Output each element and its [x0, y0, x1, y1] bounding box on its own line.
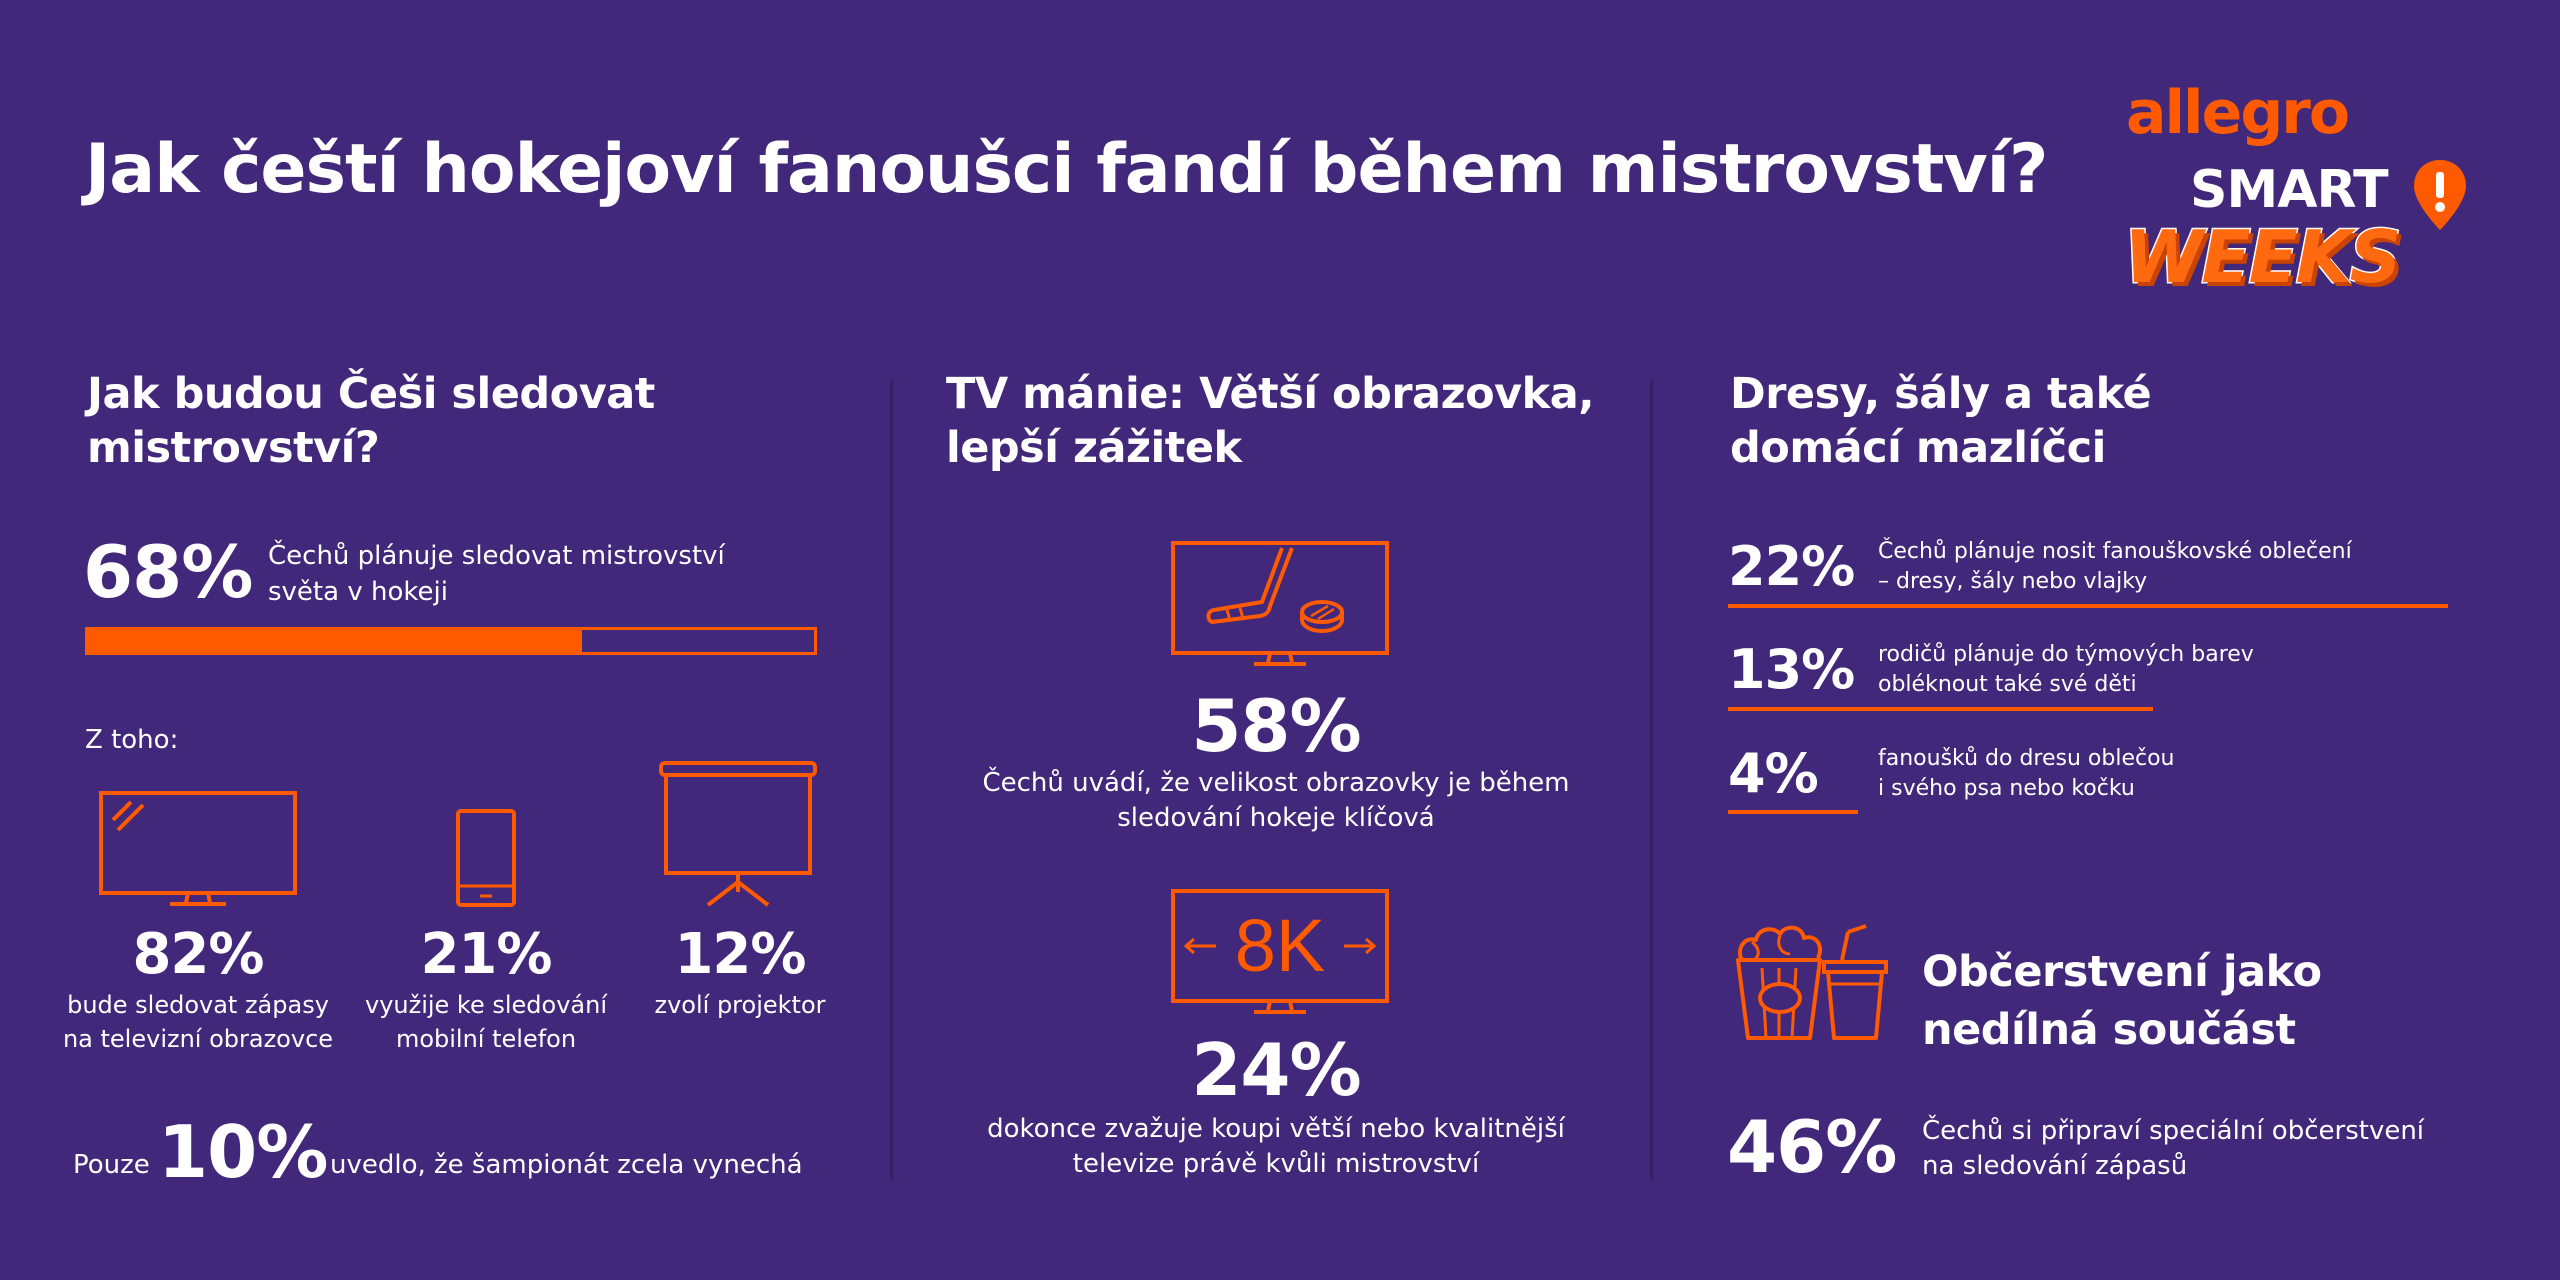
col1-footer-text: uvedlo, že šampionát zcela vynechá	[330, 1150, 803, 1180]
col1-footer-value: 10%	[158, 1110, 328, 1194]
col2-stat1-value: 58%	[1191, 684, 1361, 768]
weeks-logo-text: WEEKS	[2122, 214, 2402, 301]
device-stat-label-line2: mobilní telefon	[395, 1025, 577, 1053]
snack-stat-text: Čechů si připraví speciální občerstvení …	[1922, 1114, 2424, 1184]
device-stat-tv: 82% bude sledovat zápasy na televizní ob…	[48, 922, 348, 1056]
snack-heading-line2: nedílná součást	[1922, 1005, 2296, 1055]
col3-stat-line1: Čechů plánuje nosit fanouškovské oblečen…	[1878, 539, 2352, 564]
tv-icon	[99, 791, 297, 906]
col3-stat-row: 13% rodičů plánuje do týmových barev obl…	[1728, 638, 2448, 718]
device-stat-value: 21%	[420, 922, 552, 987]
col3-stat-value: 22%	[1728, 535, 1855, 598]
device-stat-label-line1: bude sledovat zápasy	[67, 991, 329, 1019]
tv-outline-icon	[1171, 889, 1389, 1014]
col1-stat-text-line1: Čechů plánuje sledovat mistrovství	[268, 541, 725, 571]
col3-heading-line1: Dresy, šály a také	[1730, 369, 2152, 419]
col2-heading-line1: TV mánie: Větší obrazovka,	[946, 369, 1595, 419]
col1-footer-prefix: Pouze	[73, 1150, 150, 1180]
device-stat-label-line1: využije ke sledování	[364, 991, 608, 1019]
progress-bar	[85, 627, 817, 655]
allegro-logo-text: allegro	[2126, 78, 2350, 148]
exclamation-pin-icon	[2414, 160, 2466, 230]
progress-bar-fill	[88, 630, 582, 652]
col2-stat2-value: 24%	[1191, 1028, 1361, 1112]
col3-stat-line2: – dresy, šály nebo vlajky	[1878, 569, 2148, 594]
device-stat-phone: 21% využije ke sledování mobilní telefon	[336, 922, 636, 1056]
brand-logo: allegro SMART WEEKS	[2120, 70, 2480, 310]
col2-stat2-text: dokonce zvažuje koupi větší nebo kvalitn…	[956, 1112, 1596, 1182]
col3-stat-row: 4% fanoušků do dresu oblečou i svého psa…	[1728, 742, 2448, 822]
col3-stat-line1: rodičů plánuje do týmových barev	[1878, 642, 2254, 667]
col3-heading-line2: domácí mazlíčci	[1730, 423, 2106, 473]
col2-stat2-line1: dokonce zvažuje koupi větší nebo kvalitn…	[987, 1114, 1565, 1144]
col2-stat1-line2: sledování hokeje klíčová	[1117, 803, 1435, 833]
col1-heading-line1: Jak budou Češi sledovat	[87, 369, 655, 419]
tv-8k-label: 8K	[1234, 904, 1326, 987]
column-divider-2	[1650, 380, 1653, 1180]
col3-stat-line2: obléknout také své děti	[1878, 672, 2137, 697]
col3-stat-bar	[1728, 604, 2448, 608]
col2-stat1-line1: Čechů uvádí, že velikost obrazovky je bě…	[982, 768, 1570, 798]
smart-logo-text: SMART	[2190, 160, 2389, 220]
snack-stat-value: 46%	[1727, 1105, 1897, 1189]
col3-stat-bar	[1728, 707, 2153, 711]
device-stat-label-line1: zvolí projektor	[654, 991, 826, 1019]
snack-stat-line1: Čechů si připraví speciální občerstvení	[1922, 1116, 2425, 1146]
col1-subheading: Z toho:	[85, 725, 179, 755]
projector-screen-icon	[659, 761, 817, 907]
device-stat-label-line2: na televizní obrazovce	[62, 1025, 334, 1053]
col1-stat-text-line2: světa v hokeji	[268, 577, 448, 607]
snack-stat-line2: na sledování zápasů	[1922, 1151, 2188, 1181]
tv-8k-icon: 8K	[1170, 888, 1390, 1018]
device-stat-value: 82%	[132, 922, 264, 987]
col1-stat-value: 68%	[83, 530, 253, 614]
popcorn-drink-icon	[1736, 924, 1888, 1040]
col3-stat-text: rodičů plánuje do týmových barev oblékno…	[1878, 640, 2254, 700]
page-title: Jak čeští hokejoví fanoušci fandí během …	[85, 130, 2048, 209]
snack-heading-line1: Občerstvení jako	[1922, 947, 2322, 997]
hockey-tv-icon	[1171, 541, 1389, 666]
col1-heading: Jak budou Češi sledovat mistrovství?	[87, 367, 655, 475]
col2-heading-line2: lepší zážitek	[946, 423, 1242, 473]
col3-stat-value: 4%	[1728, 742, 1819, 805]
col3-stat-text: Čechů plánuje nosit fanouškovské oblečen…	[1878, 537, 2352, 597]
col1-stat-text: Čechů plánuje sledovat mistrovství světa…	[268, 538, 725, 610]
col3-stat-line2: i svého psa nebo kočku	[1878, 776, 2135, 801]
col2-stat1-text: Čechů uvádí, že velikost obrazovky je bě…	[956, 766, 1596, 836]
col3-stat-row: 22% Čechů plánuje nosit fanouškovské obl…	[1728, 535, 2448, 615]
device-stat-value: 12%	[674, 922, 806, 987]
col2-stat2-line2: televize právě kvůli mistrovství	[1072, 1149, 1480, 1179]
column-divider-1	[890, 380, 893, 1180]
col2-heading: TV mánie: Větší obrazovka, lepší zážitek	[946, 367, 1595, 475]
col3-stat-bar	[1728, 810, 1858, 814]
mobile-phone-icon	[456, 809, 516, 907]
col3-heading: Dresy, šály a také domácí mazlíčci	[1730, 367, 2152, 475]
col3-stat-value: 13%	[1728, 638, 1855, 701]
col3-stat-text: fanoušků do dresu oblečou i svého psa ne…	[1878, 744, 2174, 804]
snack-heading: Občerstvení jako nedílná součást	[1922, 943, 2322, 1059]
device-stat-projector: 12% zvolí projektor	[590, 922, 890, 1022]
col1-heading-line2: mistrovství?	[87, 423, 380, 473]
col3-stat-line1: fanoušků do dresu oblečou	[1878, 746, 2175, 771]
